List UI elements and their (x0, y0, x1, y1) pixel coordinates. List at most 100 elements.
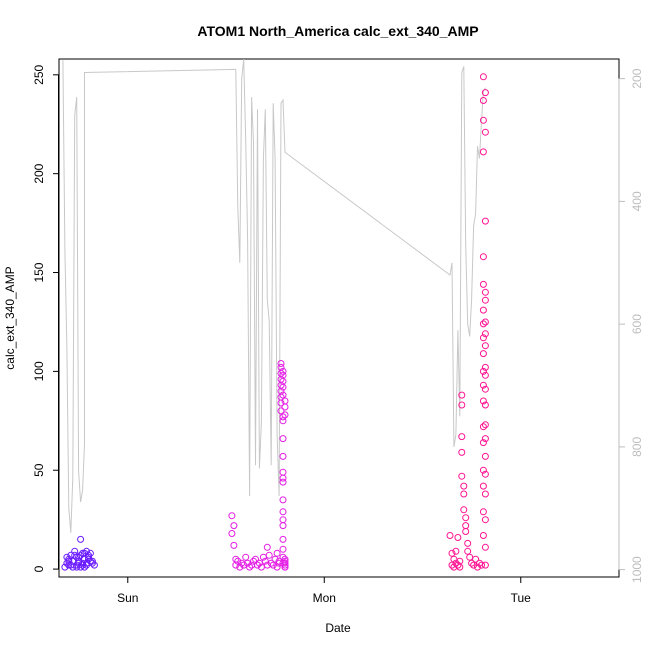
data-point (460, 506, 468, 514)
data-point (271, 555, 279, 563)
data-point (479, 423, 487, 431)
data-point (83, 559, 90, 567)
data-point (468, 559, 476, 567)
data-point (481, 330, 489, 338)
data-point (450, 555, 458, 563)
data-point (479, 482, 487, 490)
data-point (281, 557, 289, 565)
data-point (454, 534, 462, 541)
data-point (230, 522, 238, 530)
chart-title: ATOM1 North_America calc_ext_340_AMP (197, 23, 478, 39)
data-point (228, 530, 236, 537)
data-point (481, 543, 489, 551)
data-point (481, 89, 489, 97)
data-point (242, 553, 250, 561)
data-point (479, 306, 487, 314)
data-point (279, 468, 287, 476)
data-point (279, 474, 287, 482)
data-point (479, 367, 487, 375)
data-point (481, 401, 489, 409)
data-point (61, 563, 69, 571)
data-point (481, 452, 489, 460)
data-point (481, 296, 489, 304)
data-point (88, 557, 96, 565)
data-point (277, 399, 285, 407)
data-point (257, 563, 265, 571)
data-point (234, 557, 242, 565)
data-point (263, 543, 271, 551)
data-point (481, 490, 489, 498)
data-point (279, 478, 287, 486)
data-point (85, 553, 92, 561)
data-point (77, 563, 85, 571)
data-point (261, 557, 269, 565)
plot-area: 0 50 100 150 200 250 200 400 600 800 1000 Sun Mon Tue (32, 58, 644, 605)
data-point (279, 496, 287, 504)
data-point (479, 350, 487, 358)
data-point (279, 435, 287, 443)
data-point (67, 551, 75, 559)
y-axis-label: calc_ext_340_AMP (3, 266, 17, 369)
data-point (479, 320, 487, 328)
data-point (462, 528, 470, 535)
data-point (236, 563, 244, 571)
data-point (279, 508, 287, 516)
y2-tick-label: 1000 (630, 556, 644, 583)
data-point (265, 551, 273, 559)
data-point (466, 553, 474, 561)
data-point (479, 508, 487, 516)
data-point (281, 559, 289, 567)
data-point (246, 563, 254, 571)
y2-tick-label: 800 (630, 437, 644, 457)
data-point (481, 421, 489, 429)
data-point (279, 413, 287, 421)
data-point (481, 516, 489, 524)
data-point (277, 360, 285, 367)
y-tick-label: 100 (32, 361, 46, 381)
data-point (464, 539, 472, 547)
data-point (458, 401, 466, 409)
data-point (267, 559, 275, 567)
data-point (481, 318, 489, 326)
data-point (479, 73, 487, 81)
data-point (452, 547, 460, 555)
y-tick-label: 50 (32, 463, 46, 477)
data-point (472, 555, 480, 563)
data-point (479, 381, 487, 389)
data-point (254, 561, 261, 569)
x-tick-label: Sun (117, 591, 138, 605)
data-point (481, 385, 489, 393)
data-point (77, 535, 85, 543)
y2-tick-label: 400 (630, 191, 644, 211)
y-tick-label: 250 (32, 64, 46, 84)
data-point (273, 549, 281, 557)
x-tick-label: Mon (313, 591, 336, 605)
data-point (279, 545, 287, 553)
data-point (73, 561, 81, 569)
data-point (240, 561, 248, 569)
data-point (446, 532, 454, 539)
data-point (479, 532, 487, 539)
data-point (255, 559, 263, 567)
data-point (279, 417, 287, 425)
data-point (464, 547, 472, 555)
data-point (478, 561, 485, 569)
data-point (481, 217, 489, 225)
data-point (281, 555, 289, 563)
data-point (273, 563, 281, 571)
y-tick-label: 150 (32, 262, 46, 282)
x-axis-label: Date (325, 621, 351, 635)
data-point (479, 116, 487, 124)
y2-tick-label: 600 (630, 314, 644, 334)
data-point (481, 371, 489, 379)
data-point (279, 452, 287, 460)
data-point (83, 547, 90, 555)
data-point (481, 128, 489, 136)
data-point (458, 472, 466, 480)
data-point (230, 541, 238, 549)
data-point (458, 448, 466, 456)
data-point (86, 549, 94, 557)
data-point (279, 516, 287, 524)
data-point (479, 253, 487, 261)
